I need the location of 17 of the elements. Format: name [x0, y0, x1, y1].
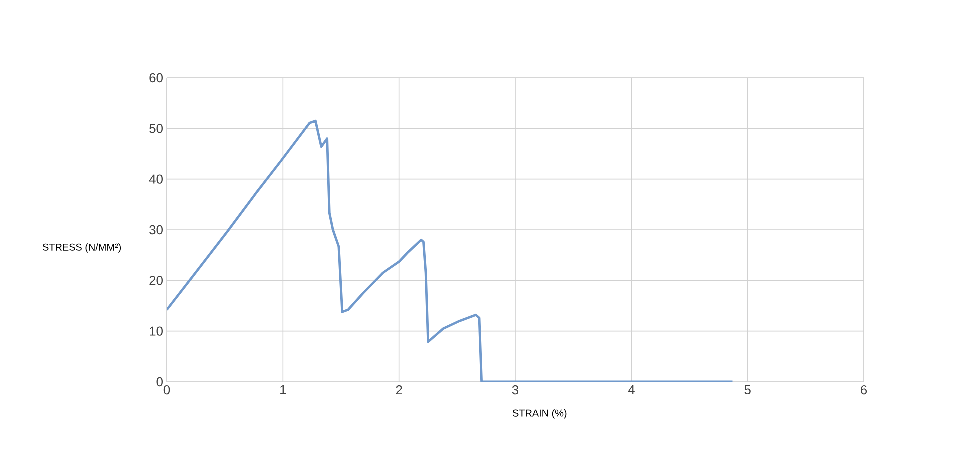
x-tick-label: 6 [861, 386, 868, 395]
x-tick-label: 2 [396, 386, 402, 395]
y-tick-label: 60 [150, 73, 163, 83]
y-tick-label: 10 [150, 326, 163, 336]
y-tick-label: 0 [156, 377, 163, 387]
y-tick-label: 50 [150, 124, 163, 134]
y-tick-label: 20 [150, 276, 163, 286]
line-series [167, 120, 734, 382]
x-tick-label: 1 [280, 386, 286, 394]
x-tick-label: 0 [164, 386, 170, 395]
x-tick-label: 5 [744, 386, 751, 395]
x-tick-label: 4 [628, 386, 635, 394]
x-axis-title: STRAIN (%) [512, 410, 567, 419]
y-tick-label: 40 [149, 174, 163, 184]
x-tick-label: 3 [512, 386, 519, 395]
y-axis-title: STRESS (N/MM²) [42, 244, 122, 253]
y-tick-label: 30 [150, 225, 163, 235]
